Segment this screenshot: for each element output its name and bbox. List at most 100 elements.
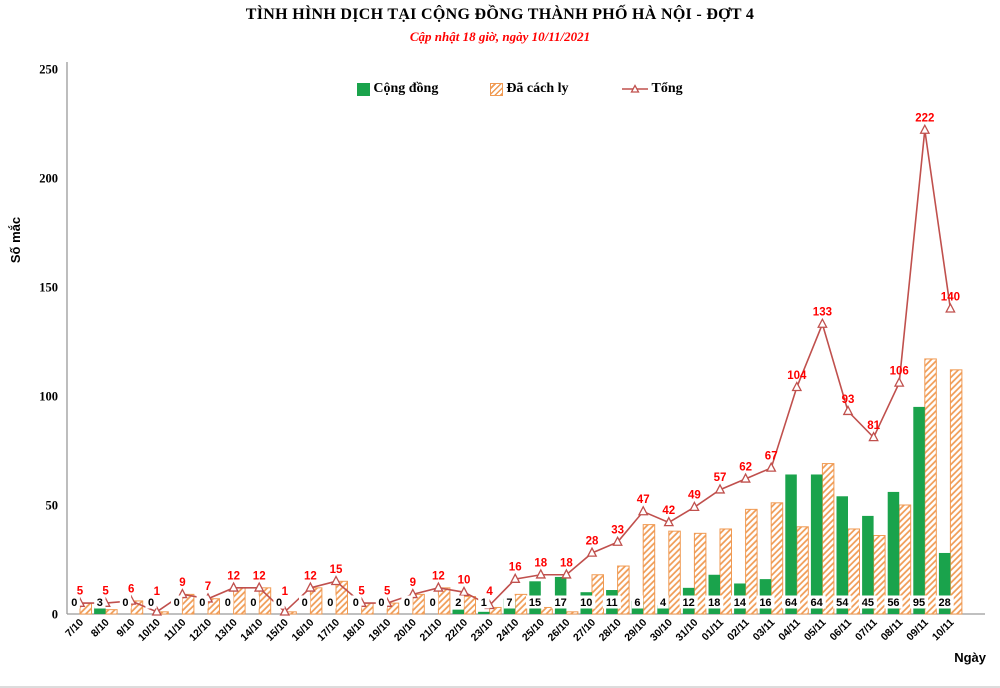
- cong-dong-value-label: 11: [606, 597, 618, 609]
- bar-cong-dong: [938, 552, 951, 614]
- x-tick-label: 07/11: [853, 617, 880, 644]
- legend: Cộng đồng Đã cách ly Tổng: [0, 81, 1000, 97]
- x-tick-label: 25/10: [520, 617, 547, 644]
- cong-dong-value-label: 0: [199, 597, 205, 609]
- line-triangle-marker-icon: [621, 84, 648, 93]
- x-tick-label: 10/11: [930, 617, 957, 644]
- x-tick-label: 03/11: [751, 617, 778, 644]
- tong-value-label: 104: [787, 370, 807, 382]
- tong-marker-icon: [228, 581, 239, 592]
- tong-marker-icon: [151, 605, 163, 616]
- cong-dong-label-bg: [452, 595, 464, 609]
- cong-dong-value-label: 6: [634, 597, 640, 609]
- x-tick-label: 18/10: [341, 617, 368, 644]
- cong-dong-value-label: 18: [708, 597, 720, 609]
- x-tick-label: 08/11: [879, 617, 906, 644]
- x-tick-label: 20/10: [392, 617, 419, 644]
- cong-dong-value-label: 0: [430, 597, 436, 609]
- bar-da-cach-ly: [770, 502, 784, 615]
- tong-value-label: 12: [227, 570, 240, 582]
- cong-dong-value-label: 54: [836, 597, 849, 609]
- tong-marker-icon: [765, 461, 777, 472]
- cong-dong-value-label: 1: [481, 597, 487, 609]
- x-tick-label: 05/11: [802, 617, 829, 644]
- tong-value-label: 18: [534, 557, 547, 569]
- tong-value-label: 42: [662, 505, 675, 517]
- tong-value-label: 16: [509, 562, 522, 574]
- bar-da-cach-ly: [489, 606, 502, 615]
- cong-dong-value-label: 0: [148, 597, 154, 609]
- cong-dong-label-bg: [884, 595, 903, 609]
- cong-dong-label-bg: [273, 595, 285, 609]
- tong-value-label: 62: [739, 461, 752, 473]
- cong-dong-label-bg: [756, 595, 775, 609]
- cong-dong-label-bg: [427, 595, 439, 609]
- cong-dong-label-bg: [247, 595, 260, 609]
- bar-da-cach-ly: [565, 611, 579, 615]
- bar-da-cach-ly: [207, 598, 220, 615]
- bar-da-cach-ly: [693, 532, 707, 615]
- bar-da-cach-ly: [437, 587, 451, 615]
- x-tick-label: 12/10: [187, 617, 214, 644]
- cong-dong-label-bg: [679, 595, 698, 609]
- bar-da-cach-ly: [258, 587, 272, 615]
- bar-cong-dong: [887, 491, 900, 614]
- tong-value-label: 33: [611, 525, 624, 537]
- tong-value-label: 12: [253, 570, 266, 582]
- tong-value-label: 12: [432, 570, 445, 582]
- tong-value-label: 18: [560, 557, 573, 569]
- bar-da-cach-ly: [745, 508, 758, 615]
- tong-marker-icon: [919, 123, 931, 134]
- cong-dong-value-label: 64: [811, 597, 824, 609]
- tong-marker-icon: [612, 535, 623, 546]
- cong-dong-label-bg: [730, 595, 749, 609]
- x-tick-label: 28/10: [597, 617, 624, 644]
- y-axis-title: Số mắc: [8, 217, 23, 263]
- cong-dong-label-bg: [858, 595, 877, 609]
- bar-cong-dong: [785, 474, 797, 614]
- bar-da-cach-ly: [181, 593, 195, 615]
- cong-dong-value-label: 0: [122, 597, 128, 609]
- bar-cong-dong: [478, 611, 490, 614]
- tong-value-label: 222: [915, 113, 934, 125]
- tong-value-label: 5: [102, 586, 109, 598]
- cong-dong-value-label: 0: [327, 597, 333, 609]
- tong-marker-icon: [791, 381, 803, 392]
- cong-dong-label-bg: [705, 595, 724, 609]
- x-tick-label: 22/10: [443, 617, 470, 644]
- cong-dong-label-bg: [602, 595, 621, 609]
- cong-dong-label-bg: [935, 595, 954, 609]
- cong-dong-value-label: 17: [555, 597, 567, 609]
- bar-cong-dong: [913, 406, 925, 614]
- tong-value-label: 10: [458, 575, 471, 587]
- x-tick-label: 7/10: [63, 617, 86, 640]
- cong-dong-value-label: 95: [913, 597, 925, 609]
- tong-marker-icon: [458, 586, 470, 597]
- tong-value-label: 15: [330, 564, 343, 576]
- tong-value-label: 6: [128, 583, 134, 595]
- x-tick-label: 26/10: [545, 617, 572, 644]
- x-axis-title: Ngày: [954, 650, 987, 665]
- x-tick-label: 31/10: [673, 617, 700, 644]
- y-tick-label: 150: [39, 281, 58, 295]
- bar-da-cach-ly: [514, 593, 528, 615]
- tong-value-label: 133: [813, 307, 832, 319]
- cong-dong-label-bg: [324, 595, 336, 609]
- cong-dong-label-bg: [551, 595, 570, 609]
- tong-marker-icon: [689, 500, 700, 512]
- green-square-icon: [357, 82, 371, 96]
- x-tick-label: 30/10: [648, 617, 675, 644]
- tong-value-label: 7: [205, 581, 211, 593]
- tong-value-label: 1: [154, 586, 161, 598]
- x-tick-label: 23/10: [469, 617, 496, 644]
- bar-cong-dong: [554, 576, 567, 614]
- x-tick-label: 09/11: [904, 617, 931, 644]
- x-tick-label: 01/11: [699, 617, 726, 644]
- tong-value-label: 5: [384, 586, 391, 598]
- bar-cong-dong: [708, 574, 720, 614]
- cong-dong-value-label: 3: [97, 597, 103, 609]
- bar-cong-dong: [94, 607, 106, 614]
- tong-marker-icon: [714, 483, 726, 494]
- cong-dong-value-label: 7: [506, 597, 512, 609]
